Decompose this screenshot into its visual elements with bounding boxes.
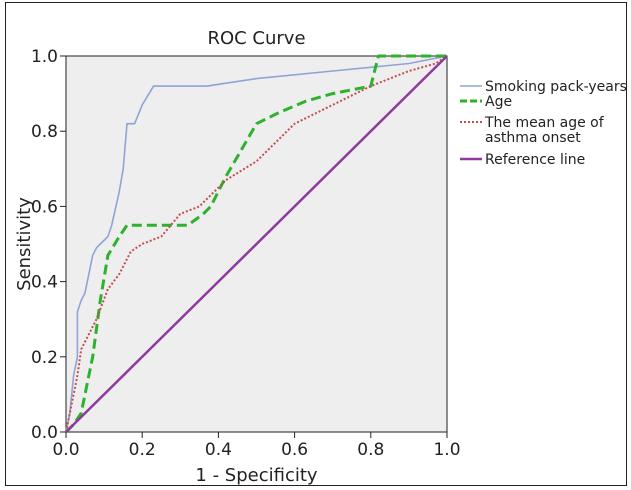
y-tick-label: 1.0 (31, 47, 58, 67)
legend-label-3: asthma onset (485, 130, 581, 146)
y-tick-label: 0.6 (31, 197, 58, 217)
figure-border (5, 2, 627, 486)
legend-label-3: The mean age of (484, 115, 605, 131)
x-tick-label: 0.0 (52, 440, 79, 460)
x-axis-title: 1 - Specificity (195, 465, 318, 486)
legend-label-1: Smoking pack-years (485, 79, 627, 95)
series-line-4 (65, 55, 448, 433)
legend-label-2: Age (485, 94, 512, 110)
x-tick-label: 0.8 (357, 440, 384, 460)
chart-title: ROC Curve (207, 28, 305, 49)
y-tick-label: 0.0 (31, 423, 58, 443)
x-tick-label: 0.6 (281, 440, 308, 460)
x-tick-label: 0.2 (129, 440, 156, 460)
x-tick-label: 0.4 (205, 440, 232, 460)
series-line-2 (64, 54, 447, 434)
y-axis-title: Sensitivity (14, 197, 35, 291)
y-tick-label: 0.8 (31, 122, 58, 142)
y-tick-label: 0.4 (31, 273, 58, 293)
y-tick-label: 0.2 (31, 348, 58, 368)
x-tick-label: 1.0 (433, 440, 460, 460)
legend-label-4: Reference line (485, 152, 585, 168)
series-line-1 (65, 55, 448, 433)
